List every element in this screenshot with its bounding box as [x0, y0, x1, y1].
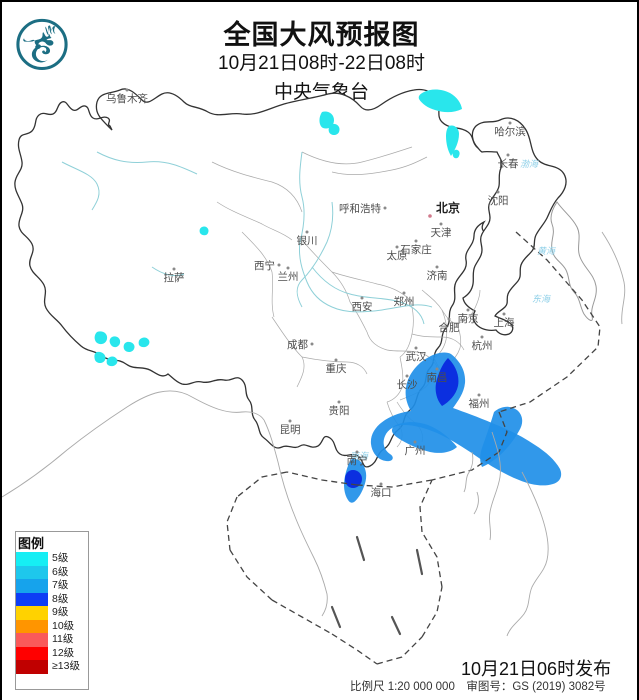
svg-text:武汉: 武汉 [406, 350, 427, 363]
svg-text:长春: 长春 [498, 158, 519, 170]
svg-text:贵阳: 贵阳 [329, 404, 350, 417]
svg-text:长沙: 长沙 [397, 379, 418, 391]
svg-text:重庆: 重庆 [326, 362, 347, 375]
svg-text:昆明: 昆明 [280, 424, 301, 436]
svg-text:西宁: 西宁 [254, 259, 275, 272]
svg-text:南昌: 南昌 [427, 371, 448, 384]
svg-text:黄海: 黄海 [537, 246, 557, 256]
svg-text:广州: 广州 [405, 445, 426, 457]
svg-text:济南: 济南 [427, 269, 448, 282]
svg-text:西安: 西安 [352, 300, 373, 313]
svg-text:杭州: 杭州 [472, 339, 493, 352]
svg-text:北京: 北京 [436, 200, 460, 215]
svg-text:石家庄: 石家庄 [400, 243, 432, 256]
svg-text:拉萨: 拉萨 [164, 271, 185, 284]
svg-text:南京: 南京 [458, 312, 479, 325]
svg-text:银川: 银川 [297, 234, 318, 247]
svg-text:海口: 海口 [371, 486, 392, 499]
svg-text:成都: 成都 [287, 339, 308, 351]
svg-text:沈阳: 沈阳 [488, 194, 509, 207]
svg-text:东海: 东海 [532, 294, 552, 304]
svg-text:呼和浩特: 呼和浩特 [339, 203, 381, 215]
svg-text:福州: 福州 [469, 397, 490, 410]
svg-text:南宁: 南宁 [347, 454, 368, 467]
svg-text:哈尔滨: 哈尔滨 [494, 125, 526, 138]
svg-text:乌鲁木齐: 乌鲁木齐 [106, 92, 148, 105]
svg-text:渤海: 渤海 [520, 159, 540, 169]
svg-text:天津: 天津 [431, 227, 452, 239]
svg-text:上海: 上海 [494, 316, 515, 329]
svg-text:兰州: 兰州 [278, 270, 299, 283]
svg-text:郑州: 郑州 [394, 295, 415, 308]
